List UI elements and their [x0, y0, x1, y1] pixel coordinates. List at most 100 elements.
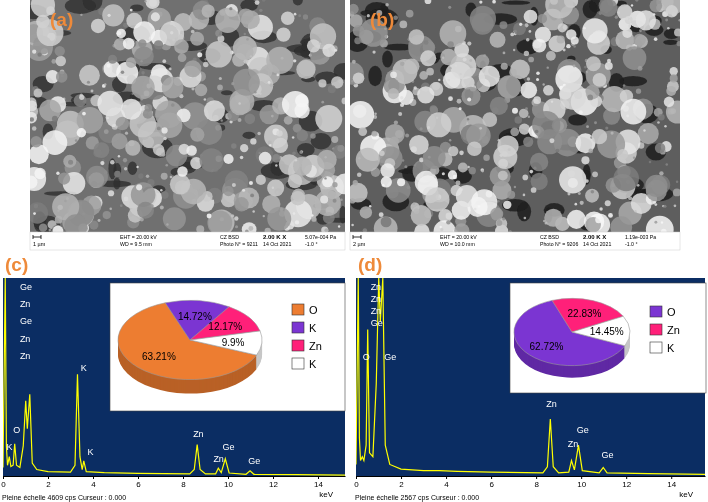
sem-grain	[315, 190, 341, 216]
sem-grain	[520, 82, 537, 99]
sem-grain	[432, 82, 440, 90]
scale-bar-label: 2 µm	[353, 241, 366, 247]
sem-grain	[478, 205, 480, 207]
sem-pore	[502, 1, 530, 5]
sem-grain	[538, 14, 547, 23]
sem-grain	[109, 207, 112, 210]
sem-grain	[425, 187, 449, 211]
sem-grain	[579, 110, 583, 114]
sem-grain	[300, 150, 303, 153]
peak-label: Ge	[601, 450, 613, 460]
sem-grain	[338, 225, 340, 227]
plot-area	[3, 278, 345, 475]
pie-layer	[118, 302, 262, 381]
info-text: Photo N° = 9211	[220, 241, 258, 247]
x-tick-label: 10	[577, 480, 586, 489]
sem-grain	[448, 6, 451, 9]
sem-grain	[34, 168, 45, 179]
sem-grain	[257, 132, 260, 135]
sem-grain	[356, 148, 380, 172]
sem-grain	[526, 38, 530, 42]
sem-grain	[548, 35, 565, 52]
sem-panel: 1 µmEHT = 20.00 kVCZ BSD2.00 K X5.07e-00…	[20, 0, 356, 250]
sem-grain	[386, 186, 398, 198]
sem-grain	[663, 205, 666, 208]
sem-grain	[191, 87, 194, 90]
sem-grain	[536, 78, 539, 81]
sem-grain	[293, 59, 296, 62]
sem-grain	[546, 66, 548, 68]
sem-grain	[502, 217, 505, 220]
sem-grain	[389, 136, 399, 146]
sem-grain	[240, 156, 244, 160]
sem-grain	[162, 59, 166, 63]
sem-grain	[623, 84, 625, 86]
sem-grain	[161, 191, 169, 199]
sem-grain	[385, 3, 389, 7]
sem-grain	[324, 228, 328, 232]
sem-grain	[110, 160, 115, 165]
sem-grain	[166, 223, 168, 225]
sem-grain	[184, 60, 201, 77]
sem-grain	[678, 19, 680, 22]
sem-grain	[655, 143, 665, 153]
x-tick-label: 12	[622, 480, 631, 489]
sem-grain	[75, 139, 78, 142]
sem-grain	[293, 157, 312, 176]
info-text: 14 Oct 2021	[583, 241, 611, 247]
sem-grain	[249, 181, 253, 185]
sem-grain	[425, 0, 432, 4]
legend: OKZnK	[292, 304, 322, 370]
sem-grain	[567, 210, 586, 229]
sem-grain	[244, 33, 246, 35]
sem-grain	[190, 32, 204, 46]
sem-grain	[32, 126, 37, 131]
sem-grain	[638, 66, 643, 71]
sem-grain	[223, 186, 233, 196]
sem-grain	[350, 4, 359, 15]
sem-grain	[284, 116, 293, 125]
legend-swatch	[650, 342, 662, 353]
sem-grain	[467, 118, 469, 120]
plot-background	[356, 278, 705, 476]
legend-swatch	[650, 306, 662, 317]
sem-grain	[674, 28, 680, 36]
sem-grain	[440, 20, 467, 47]
sem-grain	[381, 216, 392, 227]
info-text: -1.0 °	[625, 241, 637, 247]
panel-label: (d)	[358, 254, 382, 275]
sem-grain	[513, 49, 515, 51]
sem-grain	[490, 208, 503, 221]
x-tick: 4	[444, 476, 449, 489]
sem-grain	[557, 35, 565, 43]
sem-grain	[255, 0, 260, 5]
sem-grain	[115, 126, 118, 129]
legend-label: O	[309, 304, 318, 316]
sem-grain	[242, 222, 257, 232]
sem-grain	[291, 191, 305, 205]
sem-grain	[374, 113, 376, 115]
sem-grain	[338, 206, 340, 208]
x-tick-label: 14	[667, 480, 676, 489]
sem-grain	[162, 77, 184, 99]
x-tick-label: 6	[489, 480, 494, 489]
sem-grain	[294, 13, 297, 16]
sem-grain	[78, 223, 87, 232]
sem-grain	[320, 195, 328, 203]
sem-grain	[592, 129, 607, 144]
sem-grain	[400, 61, 404, 65]
sem-grain	[509, 230, 512, 232]
sem-grain	[122, 166, 124, 168]
sem-grain	[233, 69, 260, 96]
sem-grain	[426, 112, 451, 137]
info-text: CZ BSD	[540, 234, 559, 240]
sem-grain	[229, 7, 232, 10]
sem-grain	[56, 172, 59, 175]
sem-grain	[146, 0, 160, 9]
sem-grain	[256, 175, 266, 185]
sem-grain	[599, 11, 603, 15]
sem-grain	[353, 25, 365, 37]
sem-grain	[159, 101, 161, 103]
sem-grain	[319, 42, 321, 44]
sem-pore	[663, 40, 678, 45]
